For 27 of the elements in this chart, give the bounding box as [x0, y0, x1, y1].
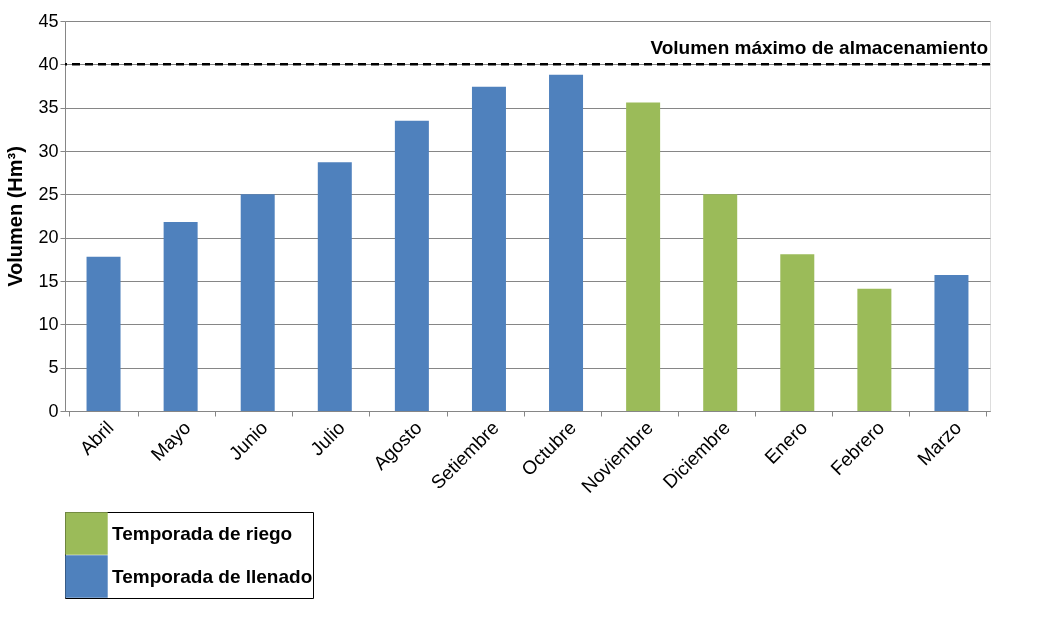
ref-line-label: Volumen máximo de almacenamiento — [650, 37, 988, 59]
bar — [703, 194, 738, 411]
bar — [471, 86, 506, 411]
y-tick-label: 30 — [38, 140, 59, 161]
y-tick-label: 35 — [38, 97, 59, 118]
y-tick-label: 5 — [48, 357, 59, 378]
bar — [549, 74, 584, 411]
y-tick-label: 40 — [38, 53, 59, 74]
bar — [857, 288, 892, 411]
bar — [163, 222, 198, 411]
y-tick-label: 0 — [48, 400, 59, 421]
bar — [317, 162, 352, 411]
y-tick-label: 10 — [38, 313, 59, 334]
x-tick-label: Julio — [306, 417, 349, 460]
legend-label: Temporada de llenado — [112, 565, 313, 587]
bar — [780, 254, 815, 411]
y-tick-label: 25 — [38, 183, 59, 204]
bar — [86, 256, 121, 411]
y-axis-title: Volumen (Hm³) — [4, 146, 27, 287]
bar — [240, 194, 275, 411]
y-tick-label: 20 — [38, 227, 59, 248]
bar — [934, 274, 969, 411]
legend-label: Temporada de riego — [112, 522, 293, 544]
bar — [394, 120, 429, 411]
y-tick-label: 45 — [38, 10, 59, 31]
bar — [626, 102, 661, 411]
y-tick-label: 15 — [38, 270, 59, 291]
